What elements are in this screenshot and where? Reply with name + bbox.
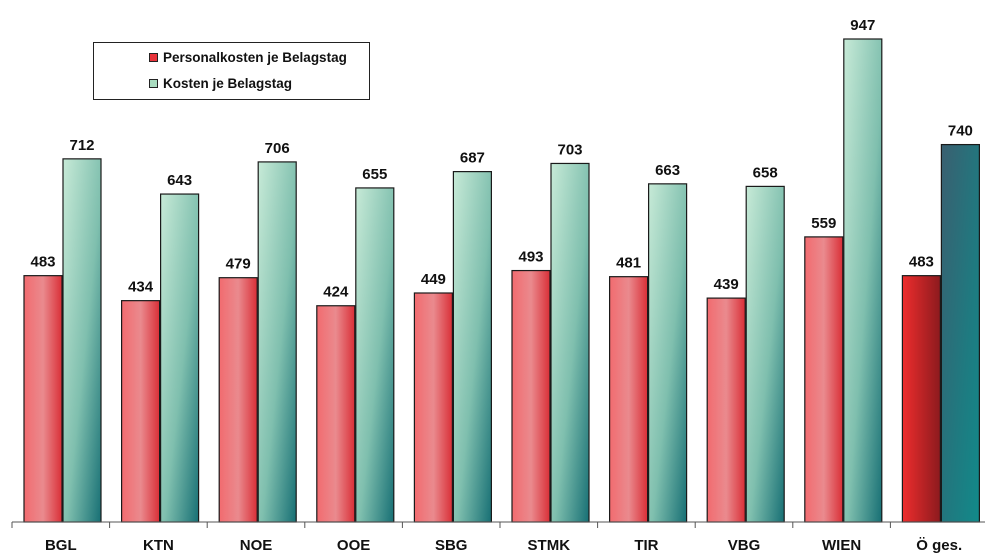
data-label-personalkosten-5: 449 [421,271,446,288]
data-label-kosten-5: 687 [460,150,485,167]
bar-personalkosten-9 [804,236,844,523]
bar-kosten-8 [745,185,785,523]
data-label-kosten-4: 655 [362,166,387,183]
data-label-kosten-1: 712 [69,137,94,154]
data-label-personalkosten-4: 424 [323,284,349,301]
bar-personalkosten-4 [316,305,356,523]
x-tick-label-8: VBG [728,537,761,554]
bar-personalkosten-6 [511,269,551,523]
x-tick-label-4: OOE [337,537,370,554]
data-label-personalkosten-1: 483 [30,254,55,271]
bar-kosten-7 [647,183,688,523]
data-label-personalkosten-2: 434 [128,279,154,296]
bar-kosten-9 [843,38,883,523]
x-tick-label-9: WIEN [822,537,861,554]
data-label-kosten-10: 740 [948,123,973,140]
data-label-kosten-6: 703 [557,141,582,158]
data-label-kosten-7: 663 [655,162,680,179]
legend-label-personalkosten: Personalkosten je Belagstag [163,50,347,65]
bar-kosten-10 [940,143,981,523]
x-tick-label-3: NOE [240,537,273,554]
bar-personalkosten-1 [23,275,63,523]
legend-item-kosten: Kosten je Belagstag [149,76,292,91]
bar-kosten-6 [550,162,590,523]
bar-kosten-5 [452,171,492,523]
bar-personalkosten-2 [120,300,161,523]
bar-personalkosten-3 [218,277,258,523]
data-label-kosten-8: 658 [753,164,778,181]
legend-label-kosten: Kosten je Belagstag [163,76,293,91]
data-label-personalkosten-6: 493 [518,249,543,266]
legend-swatch-personalkosten [149,53,158,62]
x-tick-label-10: Ö ges. [916,537,962,554]
x-tick-label-7: TIR [634,537,658,554]
data-label-personalkosten-10: 483 [909,254,934,271]
data-label-kosten-2: 643 [167,172,192,189]
legend: Personalkosten je Belagstag Kosten je Be… [93,42,370,100]
data-label-kosten-3: 706 [265,140,290,157]
bar-kosten-1 [62,158,102,523]
bar-kosten-4 [355,187,395,523]
data-label-personalkosten-8: 439 [714,276,739,293]
bar-kosten-3 [257,161,297,523]
data-label-personalkosten-3: 479 [226,256,251,273]
x-tick-label-6: STMK [528,537,571,554]
legend-item-personalkosten: Personalkosten je Belagstag [149,50,347,65]
data-label-personalkosten-9: 559 [811,215,836,232]
x-tick-label-5: SBG [435,537,468,554]
data-label-kosten-9: 947 [850,17,875,34]
bar-personalkosten-7 [608,276,649,523]
bar-kosten-2 [160,193,200,523]
legend-swatch-kosten [149,79,158,88]
bar-personalkosten-10 [901,275,942,523]
x-tick-label-2: KTN [143,537,174,554]
bar-personalkosten-8 [706,297,746,523]
data-label-personalkosten-7: 481 [616,255,641,272]
x-tick-label-1: BGL [45,537,77,554]
bar-personalkosten-5 [413,292,453,523]
